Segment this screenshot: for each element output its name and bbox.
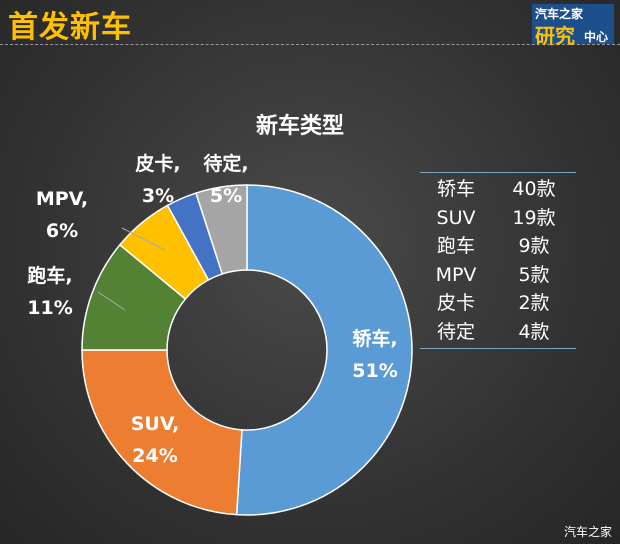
label-category: MPV,	[35, 188, 89, 210]
header: 首发新车 汽车之家 研究 中心	[0, 0, 620, 48]
footer-watermark: 汽车之家	[563, 525, 612, 539]
label-percent: 11%	[27, 297, 73, 319]
label-category: 皮卡,	[135, 153, 181, 175]
slice-待定	[195, 184, 248, 275]
chart-title: 新车类型	[255, 114, 344, 139]
table-row: SUV 19款	[436, 206, 556, 229]
data-label: 跑车, 11%	[20, 260, 80, 324]
data-label: 皮卡, 3%	[128, 148, 188, 212]
logo: 汽车之家 研究 中心	[532, 4, 614, 48]
label-category: 轿车,	[352, 328, 398, 350]
label-category: SUV,	[130, 413, 180, 435]
slice-SUV	[81, 349, 243, 516]
table-row: 皮卡 2款	[436, 292, 550, 314]
table-row: MPV 5款	[435, 263, 550, 286]
page-title: 首发新车	[8, 10, 132, 45]
data-label: 轿车, 51%	[345, 323, 405, 387]
leader-line	[97, 291, 126, 311]
data-label: 待定, 5%	[196, 148, 256, 212]
count-table: 轿车 40款 SUV 19款 跑车 9款 MPV 5款 皮卡 2款 待定 4款	[420, 172, 576, 349]
leader-line	[121, 227, 166, 251]
label-percent: 6%	[45, 220, 79, 242]
label-percent: 24%	[132, 445, 178, 467]
table-row: 待定 4款	[436, 320, 550, 343]
data-label: SUV, 24%	[125, 408, 185, 472]
table-row: 跑车 9款	[436, 235, 550, 257]
table-row: 轿车 40款	[436, 178, 556, 200]
data-label: MPV, 6%	[32, 183, 92, 247]
slice-轿车	[235, 184, 413, 516]
label-percent: 51%	[352, 360, 398, 382]
label-category: 待定,	[203, 153, 249, 175]
label-percent: 5%	[209, 185, 243, 207]
label-category: 跑车,	[27, 265, 73, 287]
label-percent: 3%	[141, 185, 175, 207]
